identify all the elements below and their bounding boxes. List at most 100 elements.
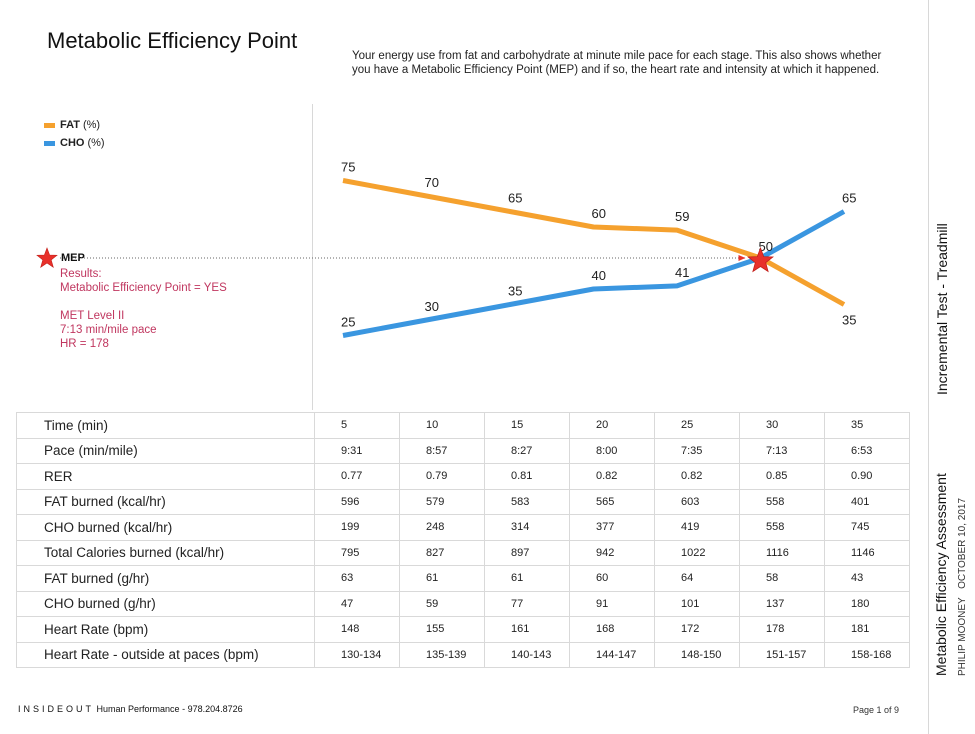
report-title: Metabolic Efficiency Assessment <box>933 473 949 676</box>
mep-hr: HR = 178 <box>60 338 109 350</box>
table-cell: 144-147 <box>569 641 655 668</box>
data-table: Time (min) 5 10 15 20 25 30 35 Pace (min/mile) 9:… <box>16 412 910 668</box>
table-cell: 43 <box>824 565 910 592</box>
divider-right <box>928 0 929 734</box>
table-cell: 151-157 <box>739 641 825 668</box>
table-cell: 199 <box>314 514 400 541</box>
table-cell: 60 <box>569 565 655 592</box>
row-label: Pace (min/mile) <box>16 437 315 464</box>
table-cell: 63 <box>314 565 400 592</box>
table-cell: 135-139 <box>399 641 485 668</box>
data-label: 40 <box>592 268 606 283</box>
table-row: Pace (min/mile) 9:31 8:57 8:27 8:00 7:35 7:13 6… <box>16 437 910 464</box>
table-row: FAT burned (g/hr) 63 61 61 60 64 58 43 <box>16 565 910 592</box>
table-cell: 558 <box>739 488 825 515</box>
table-cell: 64 <box>654 565 740 592</box>
table-cell: 172 <box>654 616 740 643</box>
data-label: 41 <box>675 265 689 280</box>
data-label: 70 <box>425 175 439 190</box>
table-cell: 168 <box>569 616 655 643</box>
table-cell: 140-143 <box>484 641 570 668</box>
legend-cho-name: CHO <box>60 137 85 149</box>
table-cell: 181 <box>824 616 910 643</box>
table-cell: 0.82 <box>569 463 655 490</box>
mep-star-icon <box>36 247 58 269</box>
row-label: RER <box>16 463 315 490</box>
divider-left <box>312 104 313 410</box>
athlete-name: PHILIP MOONEY <box>957 597 968 676</box>
table-cell: 8:27 <box>484 437 570 464</box>
legend-cho-swatch <box>44 140 55 146</box>
table-cell: 1146 <box>824 539 910 566</box>
data-label: 35 <box>842 313 856 328</box>
data-label: 75 <box>341 160 355 175</box>
table-cell: 35 <box>824 412 910 439</box>
table-cell: 161 <box>484 616 570 643</box>
table-cell: 7:13 <box>739 437 825 464</box>
table-cell: 314 <box>484 514 570 541</box>
data-label: 65 <box>842 191 856 206</box>
table-cell: 59 <box>399 590 485 617</box>
table-cell: 248 <box>399 514 485 541</box>
row-label: FAT burned (g/hr) <box>16 565 315 592</box>
table-row: Heart Rate - outside at paces (bpm) 130-1… <box>16 641 910 668</box>
table-cell: 178 <box>739 616 825 643</box>
table-cell: 130-134 <box>314 641 400 668</box>
table-cell: 942 <box>569 539 655 566</box>
row-label: Heart Rate - outside at paces (bpm) <box>16 641 315 668</box>
mep-pace: 7:13 min/mile pace <box>60 324 157 336</box>
table-cell: 155 <box>399 616 485 643</box>
table-cell: 61 <box>484 565 570 592</box>
table-cell: 377 <box>569 514 655 541</box>
table-cell: 565 <box>569 488 655 515</box>
table-cell: 15 <box>484 412 570 439</box>
table-cell: 558 <box>739 514 825 541</box>
table-cell: 7:35 <box>654 437 740 464</box>
table-row: Heart Rate (bpm) 148 155 161 168 172 178 181 <box>16 616 910 643</box>
data-label: 35 <box>508 284 522 299</box>
legend-fat-swatch <box>44 122 55 128</box>
table-cell: 148-150 <box>654 641 740 668</box>
table-cell: 0.85 <box>739 463 825 490</box>
test-type-label: Incremental Test - Treadmill <box>934 223 950 395</box>
table-cell: 0.81 <box>484 463 570 490</box>
table-cell: 91 <box>569 590 655 617</box>
table-cell: 180 <box>824 590 910 617</box>
mep-results-value: Metabolic Efficiency Point = YES <box>60 282 227 294</box>
data-label: 65 <box>508 191 522 206</box>
mep-results-title: Results: <box>60 268 102 280</box>
data-label: 60 <box>592 206 606 221</box>
table-cell: 101 <box>654 590 740 617</box>
table-row: Total Calories burned (kcal/hr) 795 827 897… <box>16 539 910 566</box>
page-title: Metabolic Efficiency Point <box>47 28 298 53</box>
legend-fat: FAT (%) <box>44 119 100 131</box>
table-cell: 8:57 <box>399 437 485 464</box>
table-cell: 8:00 <box>569 437 655 464</box>
table-cell: 20 <box>569 412 655 439</box>
table-cell: 0.90 <box>824 463 910 490</box>
table-cell: 1022 <box>654 539 740 566</box>
mep-guide-arrow <box>738 255 746 261</box>
table-cell: 137 <box>739 590 825 617</box>
table-cell: 9:31 <box>314 437 400 464</box>
table-cell: 897 <box>484 539 570 566</box>
table-row: RER 0.77 0.79 0.81 0.82 0.82 0.85 0.90 <box>16 463 910 490</box>
table-cell: 745 <box>824 514 910 541</box>
row-label: Time (min) <box>16 412 315 439</box>
table-row: Time (min) 5 10 15 20 25 30 35 <box>16 412 910 439</box>
legend-cho-unit: (%) <box>87 137 105 149</box>
report-date: OCTOBER 10, 2017 <box>957 497 968 589</box>
table-cell: 0.79 <box>399 463 485 490</box>
legend-fat-unit: (%) <box>82 119 101 131</box>
row-label: Heart Rate (bpm) <box>16 616 315 643</box>
data-label: 59 <box>675 209 689 224</box>
mep-marker-star-icon <box>747 246 774 273</box>
row-label: FAT burned (kcal/hr) <box>16 488 315 515</box>
table-cell: 583 <box>484 488 570 515</box>
table-cell: 827 <box>399 539 485 566</box>
table-row: FAT burned (kcal/hr) 596 579 583 565 603 558 40… <box>16 488 910 515</box>
table-cell: 10 <box>399 412 485 439</box>
table-cell: 603 <box>654 488 740 515</box>
footer-company: Human Performance - 978.204.8726 <box>96 704 243 714</box>
